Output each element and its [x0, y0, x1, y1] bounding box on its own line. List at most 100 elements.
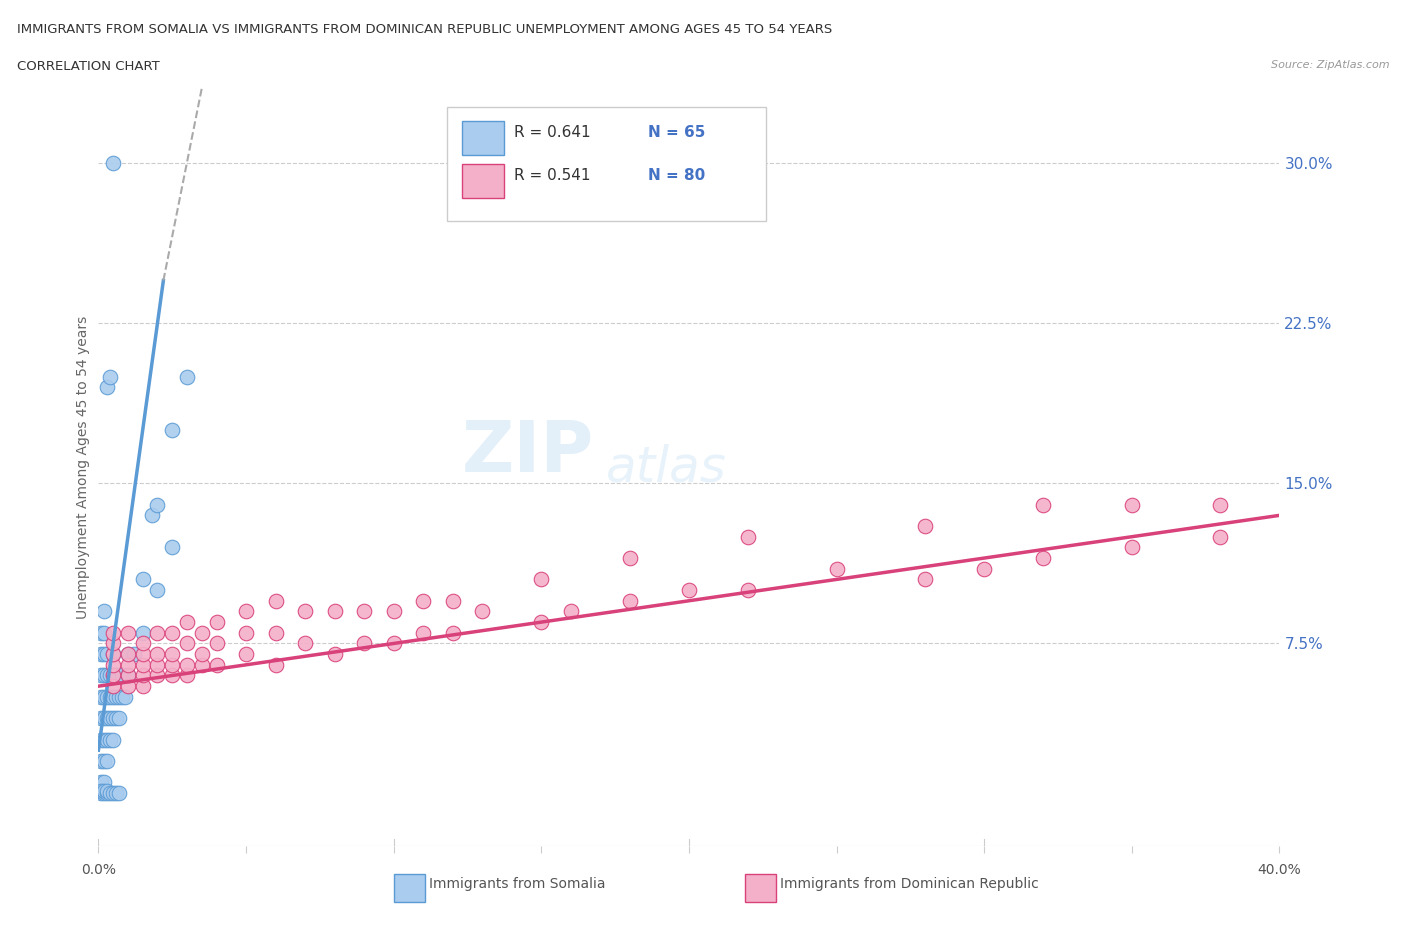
Text: 40.0%: 40.0%	[1257, 863, 1302, 877]
Point	[441, 625, 464, 640]
Point	[914, 519, 936, 534]
Point	[235, 646, 257, 661]
Point	[90, 668, 112, 683]
Point	[117, 658, 139, 672]
Point	[191, 625, 214, 640]
Point	[117, 668, 139, 683]
Point	[162, 646, 183, 661]
Point	[93, 732, 115, 747]
Point	[132, 646, 155, 661]
Point	[93, 786, 115, 801]
Text: R = 0.541: R = 0.541	[515, 168, 591, 183]
Point	[162, 658, 183, 672]
Point	[353, 636, 375, 651]
Point	[96, 668, 118, 683]
Point	[93, 604, 115, 618]
Point	[1032, 551, 1054, 565]
Text: 0.0%: 0.0%	[82, 863, 115, 877]
Point	[382, 604, 405, 618]
Point	[90, 786, 112, 801]
Point	[117, 679, 139, 694]
Point	[103, 625, 125, 640]
Point	[103, 668, 125, 683]
Point	[264, 658, 287, 672]
Point	[103, 679, 125, 694]
Point	[108, 786, 131, 801]
Point	[111, 689, 134, 704]
Point	[132, 658, 155, 672]
Point	[264, 625, 287, 640]
Point	[132, 625, 155, 640]
Point	[93, 753, 115, 768]
Point	[323, 646, 346, 661]
Point	[93, 775, 115, 790]
Point	[132, 679, 155, 694]
Point	[412, 625, 434, 640]
Point	[132, 636, 155, 651]
Point	[93, 646, 115, 661]
Point	[146, 646, 169, 661]
Point	[103, 658, 125, 672]
Point	[103, 155, 125, 170]
Y-axis label: Unemployment Among Ages 45 to 54 years: Unemployment Among Ages 45 to 54 years	[76, 315, 90, 619]
Point	[103, 711, 125, 725]
Point	[1209, 529, 1232, 544]
Point	[108, 689, 131, 704]
Point	[235, 604, 257, 618]
Point	[98, 786, 121, 801]
Text: ZIP: ZIP	[463, 418, 595, 486]
Point	[264, 593, 287, 608]
Point	[105, 786, 128, 801]
Point	[117, 646, 139, 661]
Point	[176, 668, 198, 683]
Point	[146, 668, 169, 683]
Point	[96, 646, 118, 661]
Text: atlas: atlas	[606, 444, 727, 491]
Point	[132, 668, 155, 683]
Point	[1121, 498, 1143, 512]
Point	[530, 572, 553, 587]
Point	[96, 732, 118, 747]
Point	[98, 711, 121, 725]
Text: N = 65: N = 65	[648, 125, 704, 140]
Point	[678, 583, 700, 598]
Point	[191, 658, 214, 672]
Point	[176, 615, 198, 630]
Point	[619, 551, 641, 565]
Point	[90, 783, 112, 798]
Point	[90, 646, 112, 661]
Point	[103, 668, 125, 683]
Point	[205, 636, 228, 651]
Text: Immigrants from Dominican Republic: Immigrants from Dominican Republic	[780, 876, 1039, 891]
Text: R = 0.641: R = 0.641	[515, 125, 591, 140]
Point	[162, 625, 183, 640]
Point	[1032, 498, 1054, 512]
Point	[294, 636, 316, 651]
Point	[1209, 498, 1232, 512]
Point	[412, 593, 434, 608]
Point	[191, 646, 214, 661]
Point	[141, 508, 163, 523]
Point	[93, 668, 115, 683]
Point	[96, 786, 118, 801]
Point	[205, 658, 228, 672]
Point	[914, 572, 936, 587]
Point	[93, 625, 115, 640]
Point	[90, 775, 112, 790]
Point	[90, 689, 112, 704]
Point	[560, 604, 582, 618]
Point	[105, 711, 128, 725]
Point	[619, 593, 641, 608]
Point	[117, 668, 139, 683]
Text: N = 80: N = 80	[648, 168, 704, 183]
Point	[471, 604, 494, 618]
Point	[93, 783, 115, 798]
Point	[235, 625, 257, 640]
Point	[98, 689, 121, 704]
Point	[103, 646, 125, 661]
Point	[96, 689, 118, 704]
Point	[162, 668, 183, 683]
Point	[176, 658, 198, 672]
Point	[1121, 540, 1143, 555]
Point	[93, 711, 115, 725]
